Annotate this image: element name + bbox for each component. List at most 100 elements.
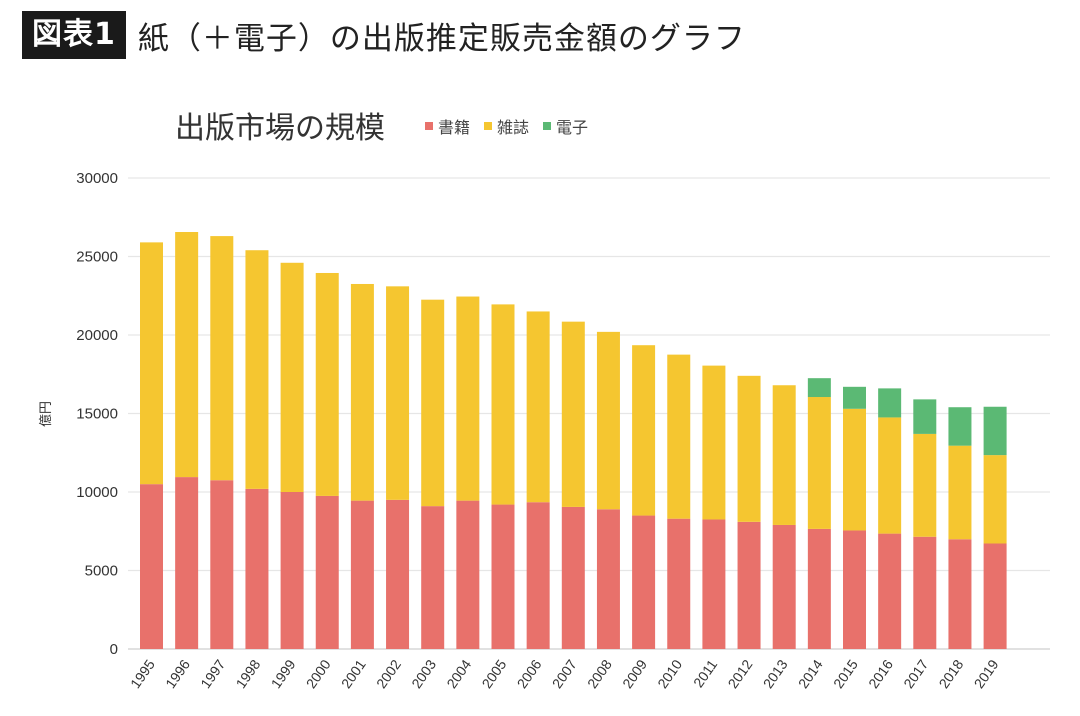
bar-segment-magazines bbox=[807, 397, 831, 529]
bar-segment-books bbox=[737, 521, 761, 649]
bar-segment-magazines bbox=[843, 408, 866, 531]
bar-segment-magazines bbox=[983, 455, 1007, 544]
bar-segment-magazines bbox=[140, 242, 163, 485]
bar-segment-digital bbox=[913, 399, 937, 434]
bars bbox=[140, 232, 1007, 649]
x-tick-label: 2019 bbox=[971, 656, 1002, 691]
legend: 書籍 雑誌 電子 bbox=[425, 114, 602, 138]
legend-label-magazines: 雑誌 bbox=[497, 118, 530, 137]
x-tick-label: 2001 bbox=[338, 656, 369, 691]
bar-segment-magazines bbox=[421, 299, 445, 507]
legend-swatch-magazines bbox=[484, 122, 493, 130]
x-tick-label: 2012 bbox=[725, 656, 756, 691]
y-tick-label: 10000 bbox=[76, 484, 118, 501]
bar-segment-magazines bbox=[350, 283, 374, 501]
legend-label-digital: 電子 bbox=[556, 118, 589, 137]
bar-segment-books bbox=[140, 484, 163, 649]
legend-label-books: 書籍 bbox=[438, 118, 471, 137]
x-tick-label: 1997 bbox=[197, 656, 228, 691]
bar-segment-magazines bbox=[526, 311, 550, 503]
y-tick-label: 5000 bbox=[85, 563, 118, 580]
x-tick-label: 2014 bbox=[795, 656, 826, 691]
x-tick-label: 2002 bbox=[373, 656, 404, 691]
legend-swatch-books bbox=[425, 122, 433, 130]
bar-segment-books bbox=[350, 500, 374, 649]
figure-badge: 図表1 bbox=[22, 11, 126, 59]
legend-item-magazines: 雑誌 bbox=[484, 114, 529, 138]
y-tick-label: 30000 bbox=[76, 170, 118, 187]
bar-segment-books bbox=[491, 504, 515, 649]
bar-segment-magazines bbox=[210, 236, 234, 481]
bar-segment-magazines bbox=[561, 321, 585, 507]
bar-segment-books bbox=[456, 500, 480, 649]
bar-segment-magazines bbox=[632, 345, 656, 516]
bar-segment-magazines bbox=[596, 331, 620, 510]
bar-segment-magazines bbox=[315, 272, 339, 496]
y-tick-label: 25000 bbox=[76, 249, 118, 266]
y-tick-label: 20000 bbox=[76, 327, 118, 344]
x-tick-label: 2000 bbox=[303, 656, 334, 691]
bar-segment-books bbox=[386, 499, 410, 649]
bar-segment-books bbox=[210, 480, 234, 649]
x-tick-label: 1998 bbox=[232, 656, 263, 691]
y-tick-label: 0 bbox=[110, 641, 118, 658]
x-tick-label: 2013 bbox=[760, 656, 791, 691]
bar-segment-digital bbox=[843, 386, 866, 409]
figure-header: 図表1 紙（＋電子）の出版推定販売金額のグラフ bbox=[22, 10, 746, 60]
x-tick-label: 2016 bbox=[865, 656, 896, 691]
legend-item-digital: 電子 bbox=[543, 114, 588, 138]
x-tick-label: 2005 bbox=[478, 656, 509, 691]
chart-title: 出版市場の規模 bbox=[175, 111, 385, 146]
x-tick-label: 2008 bbox=[584, 656, 615, 691]
bar-segment-books bbox=[596, 509, 620, 649]
bar-segment-books bbox=[807, 528, 831, 649]
bar-segment-books bbox=[315, 495, 339, 649]
x-tick-label: 2009 bbox=[619, 656, 650, 691]
legend-item-books: 書籍 bbox=[425, 114, 470, 138]
bar-segment-books bbox=[843, 530, 866, 649]
bar-segment-books bbox=[561, 506, 585, 649]
figure-title: 紙（＋電子）の出版推定販売金額のグラフ bbox=[137, 20, 746, 57]
bar-segment-magazines bbox=[913, 433, 937, 537]
bar-segment-books bbox=[913, 536, 937, 649]
y-axis-ticks: 0 5000 10000 15000 20000 25000 30000 bbox=[76, 170, 118, 658]
x-tick-label: 2003 bbox=[408, 656, 439, 691]
x-tick-label: 1996 bbox=[162, 656, 193, 691]
bar-segment-books bbox=[983, 543, 1007, 649]
x-axis-ticks: 1995 1996 1997 1998 1999 2000 2001 2002 2003 2004… bbox=[127, 656, 1002, 691]
bar-segment-digital bbox=[983, 406, 1007, 456]
y-tick-label: 15000 bbox=[76, 406, 118, 423]
bar-segment-magazines bbox=[386, 286, 410, 500]
bar-segment-magazines bbox=[280, 262, 304, 492]
bar-segment-digital bbox=[807, 378, 831, 398]
bar-segment-books bbox=[667, 518, 691, 649]
x-tick-label: 1999 bbox=[268, 656, 299, 691]
bar-segment-digital bbox=[878, 388, 902, 418]
bar-segment-books bbox=[702, 519, 726, 649]
x-tick-label: 2011 bbox=[690, 656, 720, 690]
x-tick-label: 2015 bbox=[830, 656, 861, 691]
bar-segment-magazines bbox=[702, 365, 726, 520]
bar-segment-books bbox=[421, 506, 445, 649]
bar-segment-magazines bbox=[737, 375, 761, 522]
bar-segment-books bbox=[526, 502, 550, 649]
bar-segment-books bbox=[772, 524, 796, 649]
x-tick-label: 2007 bbox=[549, 656, 580, 691]
bar-segment-books bbox=[280, 492, 304, 649]
bar-segment-magazines bbox=[948, 445, 972, 540]
bar-segment-books bbox=[175, 477, 199, 649]
bar-segment-magazines bbox=[175, 232, 199, 478]
bar-segment-magazines bbox=[878, 417, 902, 534]
bar-segment-magazines bbox=[491, 304, 515, 505]
bar-segment-magazines bbox=[245, 250, 269, 489]
legend-swatch-digital bbox=[543, 122, 552, 130]
bar-segment-books bbox=[245, 488, 269, 649]
x-tick-label: 2018 bbox=[935, 656, 966, 691]
y-axis-label: 億円 bbox=[38, 401, 54, 427]
bar-segment-digital bbox=[948, 407, 972, 446]
bar-segment-magazines bbox=[456, 296, 480, 501]
x-tick-label: 2017 bbox=[900, 656, 931, 691]
x-tick-label: 2010 bbox=[654, 656, 685, 691]
x-tick-label: 2006 bbox=[514, 656, 545, 691]
